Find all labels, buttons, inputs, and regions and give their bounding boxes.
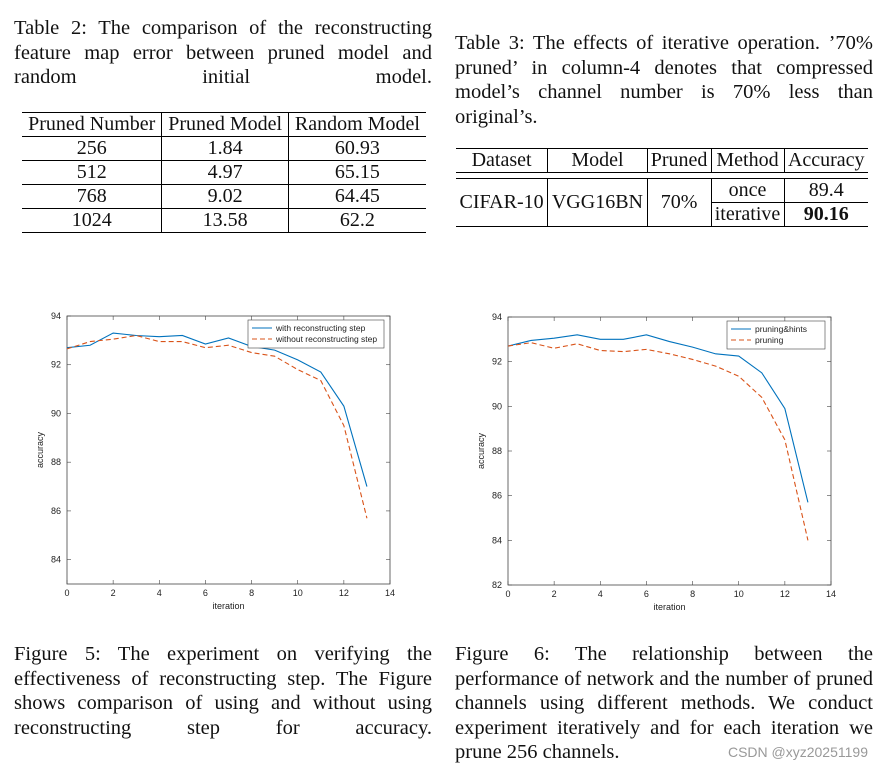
series-line	[66, 332, 368, 487]
watermark: CSDN @xyz20251199	[727, 744, 868, 760]
x-tick-label: 8	[249, 588, 254, 598]
y-tick-label: 88	[51, 457, 61, 467]
y-axis-label: accuracy	[35, 431, 45, 468]
table2-cell: 4.97	[161, 160, 289, 185]
x-tick-label: 6	[203, 588, 208, 598]
table3-caption: Table 3: The effects of iterative operat…	[455, 32, 873, 128]
table2-cell: 62.2	[339, 209, 375, 231]
table2-cell: 60.93	[334, 137, 380, 159]
x-tick-label: 14	[826, 589, 836, 599]
y-tick-label: 84	[51, 555, 61, 565]
legend-label: pruning	[755, 335, 784, 345]
table3-method: once	[711, 178, 785, 203]
x-tick-label: 14	[385, 588, 395, 598]
x-tick-label: 10	[293, 588, 303, 598]
table3-accuracy: 89.4	[808, 179, 844, 201]
table3-header: Model	[547, 148, 648, 173]
table-row: CIFAR-10 VGG16BN 70% once 89.4	[456, 178, 868, 227]
x-tick-label: 4	[598, 589, 603, 599]
y-tick-label: 90	[51, 408, 61, 418]
x-tick-label: 0	[505, 589, 510, 599]
table2-cell: 256	[22, 136, 163, 161]
plot-frame	[507, 316, 832, 586]
x-tick-label: 0	[64, 588, 69, 598]
table3-accuracy: 90.16	[803, 203, 849, 225]
plot-frame	[66, 315, 391, 585]
y-tick-label: 90	[492, 401, 502, 411]
legend-label: pruning&hints	[755, 324, 807, 334]
table2-cell: 64.45	[334, 185, 380, 207]
legend-label: without reconstructing step	[275, 334, 377, 344]
x-axis-label: iteration	[212, 601, 244, 611]
table2-cell: 512	[22, 160, 163, 185]
table3-header: Pruned	[647, 148, 712, 173]
table2-header: Pruned Model	[161, 112, 289, 137]
y-tick-label: 88	[492, 446, 502, 456]
legend-label: with reconstructing step	[275, 323, 366, 333]
y-tick-label: 86	[51, 506, 61, 516]
x-tick-label: 8	[690, 589, 695, 599]
table3: Dataset Model Pruned Method Accuracy CIF…	[456, 148, 868, 227]
figure5-chart: 0 2 4 6 8 10 12 14 84 86 88 90 92 94 iteration accuracy…	[35, 311, 395, 611]
figure5-caption: Figure 5: The experiment on verifying th…	[14, 643, 432, 739]
legend-box	[247, 319, 385, 349]
x-tick-label: 10	[734, 589, 744, 599]
table3-pruned: 70%	[647, 178, 712, 227]
table3-dataset: CIFAR-10	[456, 178, 549, 227]
y-tick-label: 92	[51, 360, 61, 370]
table-row: 256 1.84 60.93	[22, 136, 426, 161]
x-tick-label: 2	[552, 589, 557, 599]
table3-header: Accuracy	[787, 149, 865, 171]
table-row: 1024 13.58 62.2	[22, 208, 426, 233]
table2-cell: 1.84	[161, 136, 289, 161]
y-axis-label: accuracy	[476, 432, 486, 469]
table2-cell: 9.02	[161, 184, 289, 209]
x-tick-label: 4	[157, 588, 162, 598]
x-tick-label: 12	[339, 588, 349, 598]
table2-header: Random Model	[294, 113, 420, 135]
table2-cell: 65.15	[334, 161, 380, 183]
table-row: 768 9.02 64.45	[22, 184, 426, 209]
table3-header: Method	[711, 148, 785, 173]
y-tick-label: 84	[492, 535, 502, 545]
figure6-caption: Figure 6: The relationship between the p…	[455, 643, 873, 763]
table2-caption: Table 2: The comparison of the reconstru…	[14, 17, 432, 88]
y-tick-label: 94	[492, 312, 502, 322]
legend-box	[726, 320, 826, 350]
table3-method: iterative	[711, 202, 785, 227]
series-line	[66, 334, 368, 519]
table2: Pruned Number Pruned Model Random Model …	[22, 112, 426, 233]
table2-cell: 1024	[22, 208, 163, 233]
table3-header: Dataset	[456, 148, 549, 173]
x-axis-label: iteration	[653, 602, 685, 612]
table3-model: VGG16BN	[547, 178, 648, 227]
figure6-chart: 0 2 4 6 8 10 12 14 82 84 86 88 90 92 94 iteration accura…	[476, 312, 836, 612]
table2-header: Pruned Number	[22, 112, 163, 137]
y-tick-label: 86	[492, 491, 502, 501]
y-tick-label: 94	[51, 311, 61, 321]
series-line	[507, 342, 809, 541]
series-line	[507, 334, 809, 503]
x-tick-label: 12	[780, 589, 790, 599]
x-tick-label: 6	[644, 589, 649, 599]
y-tick-label: 82	[492, 580, 502, 590]
y-tick-label: 92	[492, 357, 502, 367]
table-row: 512 4.97 65.15	[22, 160, 426, 185]
x-tick-label: 2	[111, 588, 116, 598]
table2-cell: 768	[22, 184, 163, 209]
table2-cell: 13.58	[161, 208, 289, 233]
